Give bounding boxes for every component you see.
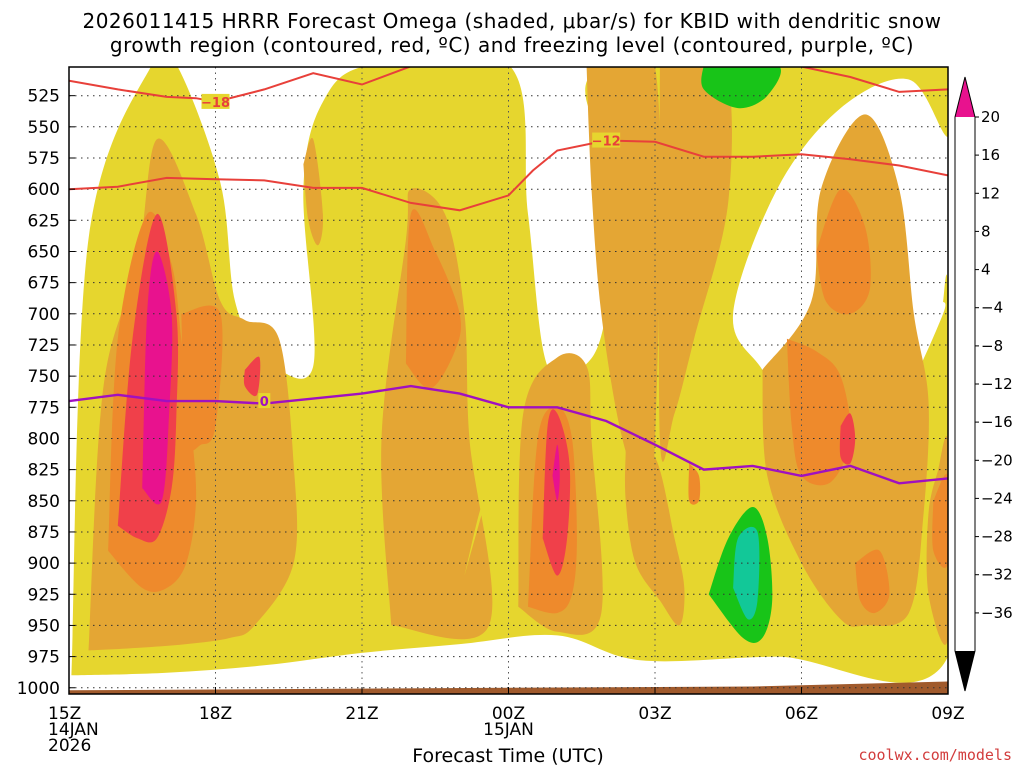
colorbar-label-5: −4: [981, 299, 1003, 317]
omega-region-7: [762, 114, 929, 627]
y-tick-label-850: 850: [28, 492, 60, 512]
colorbar-label-1: 16: [981, 146, 1000, 164]
omega-region-4: [586, 67, 661, 489]
omega-region-17: [932, 473, 948, 568]
x-tick-label-line: 21Z: [345, 704, 378, 724]
colorbar-label-3: 8: [981, 222, 991, 240]
x-tick-label-0: 15Z 14JAN 2026: [48, 704, 99, 756]
omega-region-6: [624, 448, 685, 626]
x-tick-label-line: 00Z: [492, 704, 525, 724]
freezing-label-bg: [258, 393, 271, 409]
colorbar-label-2: 12: [981, 184, 1000, 202]
omega-region-14: [786, 338, 851, 486]
omega-region-9: [303, 137, 324, 246]
y-tick-label-925: 925: [28, 585, 60, 605]
contour-layer: −18 −12 0: [69, 67, 948, 485]
omega-region-20: [243, 356, 261, 397]
colorbar-label-9: −20: [981, 451, 1013, 469]
x-tick-label-line: 03Z: [638, 704, 671, 724]
colorbar-label-13: −36: [981, 604, 1013, 622]
dgz-contour-label-2: −12: [592, 135, 621, 150]
colorbar: 20 16 12 8 4 −4 −8 −12 −16 −20 −24 −28 −32 −36: [954, 76, 1013, 692]
dgz-label-bg-2: [592, 132, 621, 148]
y-tick-label-525: 525: [28, 87, 60, 107]
freezing-level-contour: [69, 384, 948, 485]
y-tick-label-900: 900: [28, 554, 60, 574]
x-tick-label-5: 06Z: [785, 704, 818, 724]
omega-region-22: [839, 413, 856, 465]
colorbar-top-arrow: [955, 77, 975, 117]
omega-shading-layer: [71, 67, 948, 683]
y-tick-label-975: 975: [28, 648, 60, 668]
colorbar-label-4: 4: [981, 261, 991, 279]
y-tick-label-875: 875: [28, 523, 60, 543]
y-tick-label-575: 575: [28, 149, 60, 169]
omega-region-16: [855, 549, 890, 614]
colorbar-label-12: −32: [981, 566, 1013, 584]
colorbar-outline: [954, 76, 976, 692]
colorbar-label-10: −24: [981, 489, 1013, 507]
x-tick-label-line: 18Z: [199, 704, 232, 724]
colorbar-label-0: 20: [981, 108, 1000, 126]
y-tick-label-750: 750: [28, 367, 60, 387]
x-tick-label-4: 03Z: [638, 704, 671, 724]
y-tick-label-800: 800: [28, 430, 60, 450]
x-tick-label-3: 00Z 15JAN: [483, 704, 534, 740]
colorbar-label-8: −16: [981, 413, 1013, 431]
x-tick-label-line: 15Z: [48, 704, 81, 724]
y-tick-label-700: 700: [28, 305, 60, 325]
chart-title-line-1: 2026011415 HRRR Forecast Omega (shaded, …: [82, 9, 942, 33]
colorbar-label-6: −8: [981, 337, 1003, 355]
y-tick-label-675: 675: [28, 274, 60, 294]
freezing-contour-label: 0: [260, 395, 269, 410]
y-tick-label-950: 950: [28, 616, 60, 636]
dgz-label-bg-0: [201, 93, 230, 109]
x-tick-label-1: 18Z: [199, 704, 232, 724]
y-tick-label-600: 600: [28, 180, 60, 200]
colorbar-label-7: −12: [981, 375, 1013, 393]
omega-region-28: [733, 526, 760, 620]
x-tick-label-line: 2026: [48, 736, 91, 756]
x-axis-title: Forecast Time (UTC): [412, 745, 603, 767]
colorbar-bottom-arrow: [955, 651, 975, 691]
dgz-contour-2: [69, 139, 948, 212]
y-tick-label-650: 650: [28, 243, 60, 263]
omega-region-18: [688, 463, 701, 505]
dgz-contour-1: [798, 67, 948, 93]
x-tick-label-line: 09Z: [931, 704, 964, 724]
x-tick-label-2: 21Z: [345, 704, 378, 724]
x-tick-label-line: 06Z: [785, 704, 818, 724]
y-tick-label-725: 725: [28, 336, 60, 356]
credit-text: coolwx.com/models: [858, 746, 1012, 764]
y-tick-label-825: 825: [28, 461, 60, 481]
y-tick-label-625: 625: [28, 211, 60, 231]
x-tick-label-line: 14JAN: [48, 720, 99, 740]
y-tick-label-550: 550: [28, 118, 60, 138]
x-axis: 15Z 14JAN 2026 18Z 21Z 00Z 15JAN 03Z 06Z 09Z: [48, 687, 965, 756]
omega-region-12: [406, 209, 461, 389]
x-tick-label-6: 09Z: [931, 704, 964, 724]
colorbar-label-11: −28: [981, 528, 1013, 546]
terrain-ground: [69, 681, 948, 694]
y-axis: 525 550 575 600 625 650 675 700 725 750 775 800 825 8…: [17, 87, 75, 699]
omega-region-24: [552, 444, 560, 501]
x-tick-label-line: 15JAN: [483, 720, 534, 740]
omega-region-5: [658, 67, 732, 462]
omega-region-26: [701, 67, 781, 109]
terrain-layer: [69, 681, 948, 694]
chart-title-line-2: growth region (contoured, red, ºC) and f…: [109, 33, 915, 57]
y-tick-label-1000: 1000: [17, 679, 60, 699]
omega-region-23: [142, 251, 173, 505]
dgz-contour-label-0: −18: [201, 96, 230, 111]
omega-region-11: [181, 305, 223, 451]
y-tick-label-775: 775: [28, 398, 60, 418]
